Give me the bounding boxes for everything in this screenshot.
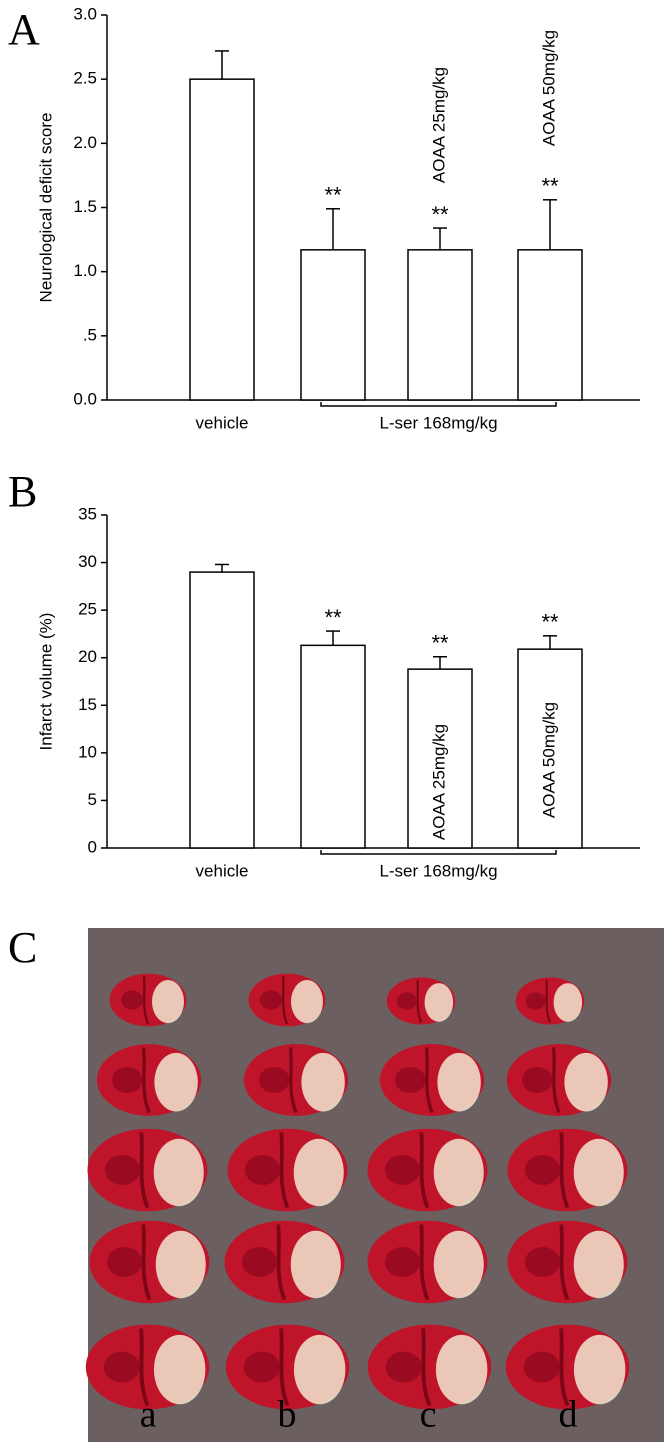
- brain-slice: [90, 1221, 210, 1304]
- panel-label: C: [8, 923, 37, 972]
- bar: [517, 648, 583, 849]
- y-tick-label: 3.0: [73, 4, 97, 23]
- brain-slice: [242, 1042, 350, 1118]
- panel-label: A: [8, 5, 40, 54]
- panel-label: B: [8, 467, 37, 516]
- y-tick-label: 2.5: [73, 69, 97, 88]
- bar: [300, 644, 366, 849]
- y-tick-label: 30: [78, 552, 97, 571]
- y-tick-label: 25: [78, 600, 97, 619]
- annotation: **: [431, 631, 449, 656]
- brain-slice: [225, 1126, 350, 1214]
- y-tick-label: 5: [88, 790, 97, 809]
- bar: [189, 78, 255, 401]
- annotation: **: [324, 183, 342, 208]
- brain-slice: [247, 972, 327, 1028]
- group-label: L-ser 168mg/kg: [379, 861, 497, 880]
- brain-slice: [225, 1221, 345, 1304]
- bar-label: AOAA 25mg/kg: [429, 724, 448, 840]
- y-tick-label: 1.0: [73, 261, 97, 280]
- brain-slice: [365, 1126, 490, 1214]
- brain-slice: [368, 1221, 488, 1304]
- bar: [189, 571, 255, 849]
- brain-slice: [514, 976, 586, 1026]
- y-tick-label: .5: [83, 325, 97, 344]
- group-label: L-ser 168mg/kg: [379, 413, 497, 432]
- y-tick-label: 10: [78, 742, 97, 761]
- bar-label: AOAA 50mg/kg: [539, 702, 558, 818]
- annotation: **: [324, 605, 342, 630]
- annotation: **: [541, 610, 559, 635]
- brain-slice: [505, 1126, 630, 1214]
- bar: [407, 249, 473, 401]
- y-axis-label: Neurological deficit score: [36, 113, 55, 303]
- x-tick-label: vehicle: [196, 861, 249, 880]
- y-tick-label: 0: [88, 837, 97, 856]
- brain-slice: [85, 1126, 210, 1214]
- annotation: **: [541, 174, 559, 199]
- brain-slice: [95, 1042, 203, 1118]
- y-tick-label: 15: [78, 695, 97, 714]
- column-label: b: [278, 1394, 297, 1436]
- y-tick-label: 2.0: [73, 133, 97, 152]
- y-axis-label: Infarct volume (%): [36, 613, 55, 751]
- y-tick-label: 1.5: [73, 197, 97, 216]
- brain-slice: [108, 972, 188, 1028]
- bar: [517, 249, 583, 401]
- column-label: c: [420, 1394, 437, 1436]
- brain-slice: [378, 1042, 486, 1118]
- annotation: **: [431, 202, 449, 227]
- column-label: a: [140, 1394, 157, 1436]
- group-bracket: [320, 850, 557, 855]
- y-tick-label: 20: [78, 647, 97, 666]
- bar-label: AOAA 25mg/kg: [429, 67, 448, 183]
- brain-slice: [508, 1221, 628, 1304]
- bar: [300, 249, 366, 401]
- y-tick-label: 0.0: [73, 389, 97, 408]
- bar: [407, 668, 473, 849]
- group-bracket: [320, 402, 557, 407]
- bar-label: AOAA 50mg/kg: [539, 30, 558, 146]
- x-tick-label: vehicle: [196, 413, 249, 432]
- column-label: d: [559, 1394, 578, 1436]
- brain-slice: [385, 976, 457, 1026]
- y-tick-label: 35: [78, 504, 97, 523]
- brain-slice: [505, 1042, 613, 1118]
